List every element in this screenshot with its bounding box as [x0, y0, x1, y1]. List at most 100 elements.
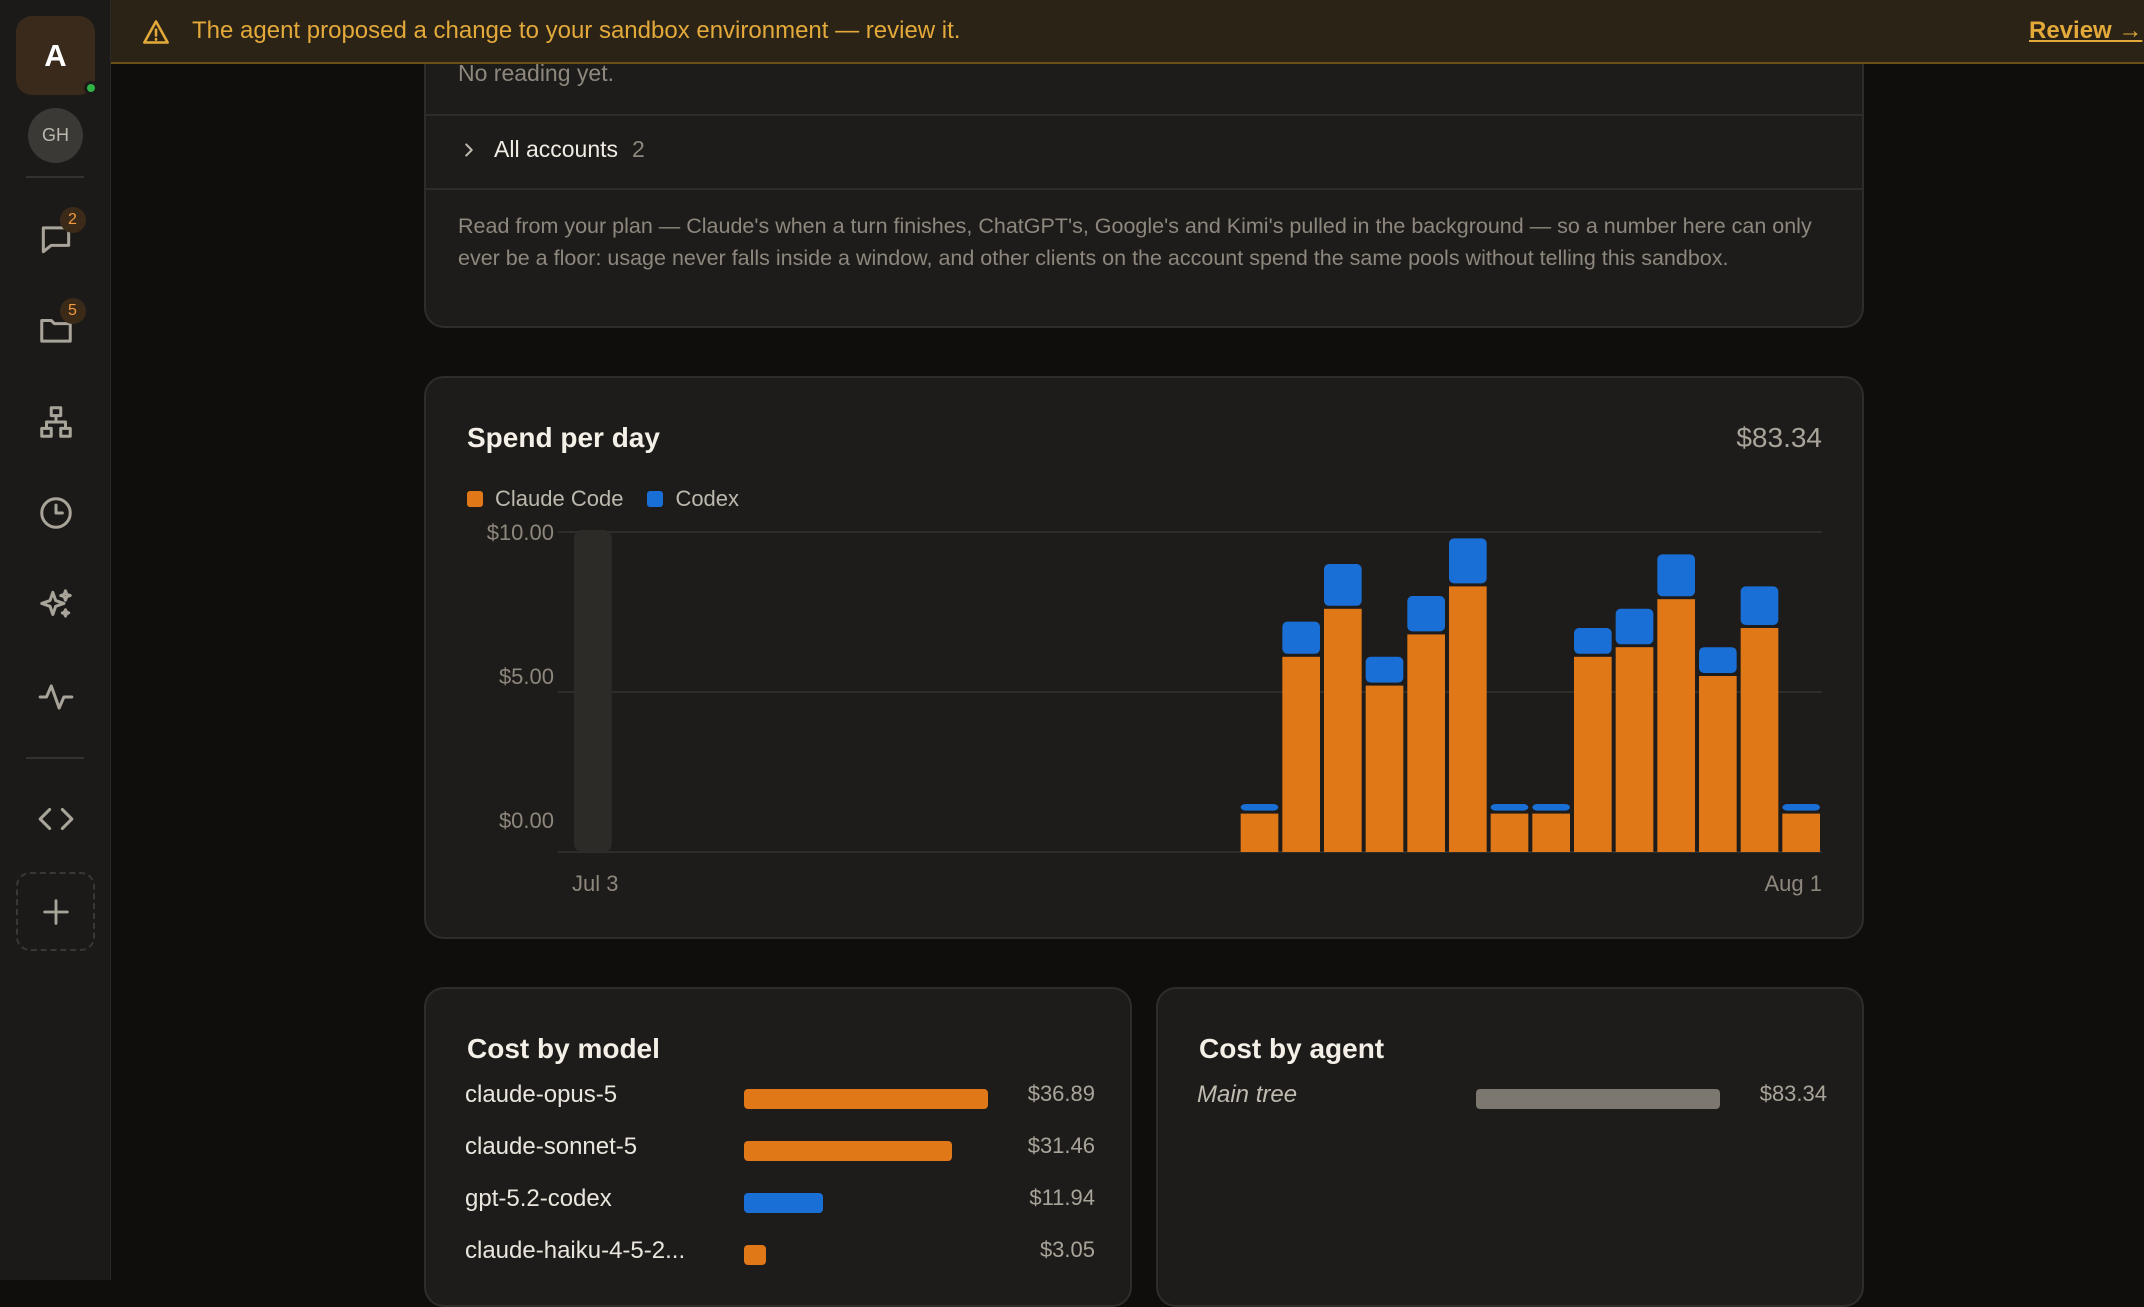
cost-row-name: gpt-5.2-codex	[465, 1185, 612, 1212]
cost-row-name: claude-haiku-4-5-2...	[465, 1237, 686, 1264]
history-nav-button[interactable]	[26, 483, 86, 543]
activity-icon	[38, 684, 73, 710]
usage-notice: Read from your plan — Claude's when a tu…	[458, 214, 1812, 270]
user-avatar[interactable]: GH	[28, 108, 83, 163]
bar-codex	[1449, 538, 1487, 584]
bar-codex	[1365, 656, 1404, 683]
bar-claude-code	[1365, 685, 1404, 852]
code-nav-button[interactable]	[26, 789, 86, 849]
workspace-avatar[interactable]: A	[16, 16, 98, 95]
spend-total: $83.34	[1736, 422, 1822, 453]
cost-by-agent-title: Cost by agent	[1199, 1033, 1385, 1064]
bar-claude-code	[1699, 676, 1737, 852]
legend-item-claude-code: Claude Code	[467, 486, 623, 512]
divider	[426, 114, 1862, 116]
cost-row: Main tree $83.34	[1197, 1081, 1827, 1117]
banner-message: The agent proposed a change to your sand…	[192, 17, 961, 44]
bar-claude-code	[1449, 586, 1487, 852]
bar-claude-code	[1532, 813, 1570, 852]
spend-chart: $10.00 $5.00 $0.00 Jul 3 Aug 1	[487, 520, 1823, 896]
no-reading-text: No reading yet.	[458, 60, 614, 86]
legend-label: Claude Code	[495, 486, 624, 511]
add-button[interactable]	[16, 872, 95, 951]
bar-claude-code	[1490, 813, 1529, 852]
divider	[426, 188, 1862, 190]
legend-swatch	[467, 491, 483, 507]
folder-badge: 5	[59, 298, 86, 324]
rail-divider	[26, 757, 84, 759]
bar-claude-code	[1324, 608, 1362, 852]
rail-divider	[26, 176, 84, 178]
all-accounts-label: All accounts	[494, 136, 619, 162]
bar-codex	[1740, 586, 1779, 625]
legend-item-codex: Codex	[647, 486, 739, 512]
x-label-end: Aug 1	[1765, 871, 1823, 896]
skills-nav-button[interactable]	[26, 575, 86, 635]
x-label-start: Jul 3	[572, 871, 618, 896]
usage-card: No reading yet. All accounts 2 Read from…	[424, 30, 1864, 328]
cost-row-value: $31.46	[1027, 1133, 1095, 1158]
cost-bar-track	[744, 1245, 988, 1265]
sandbox-change-banner: The agent proposed a change to your sand…	[111, 0, 2144, 64]
bar-codex	[1574, 628, 1612, 654]
code-icon	[38, 807, 73, 831]
cost-row-name: Main tree	[1197, 1081, 1298, 1108]
hover-column	[574, 530, 612, 852]
plus-icon	[42, 898, 69, 925]
cost-row-value: $83.34	[1759, 1081, 1827, 1106]
y-tick-label: $5.00	[499, 664, 554, 689]
bar-codex	[1782, 804, 1820, 811]
cost-by-model-title: Cost by model	[467, 1033, 660, 1064]
cost-bar-track	[744, 1193, 988, 1213]
all-accounts-count: 2	[632, 136, 645, 162]
hierarchy-icon	[39, 406, 72, 438]
y-tick-label: $10.00	[487, 520, 554, 545]
cost-bar	[744, 1245, 766, 1265]
clock-icon	[39, 497, 72, 529]
cost-bar-track	[744, 1141, 988, 1161]
cost-row-value: $36.89	[1027, 1081, 1095, 1106]
bar-codex	[1407, 596, 1445, 632]
cost-row: claude-haiku-4-5-2... $3.05	[465, 1237, 1095, 1273]
all-accounts-toggle[interactable]: All accounts 2	[458, 136, 645, 163]
bar-claude-code	[1407, 634, 1445, 852]
chat-badge: 2	[59, 207, 86, 233]
bar-codex	[1490, 804, 1529, 811]
online-status-dot	[84, 81, 98, 95]
bar-claude-code	[1615, 647, 1654, 852]
cost-row: claude-opus-5 $36.89	[465, 1081, 1095, 1117]
cost-by-agent-card: Cost by agent Main tree $83.34	[1156, 987, 1864, 1307]
warning-icon	[142, 18, 170, 46]
chart-legend: Claude Code Codex	[467, 486, 763, 512]
bar-claude-code	[1574, 656, 1612, 852]
bar-codex	[1282, 621, 1320, 654]
chat-nav-button[interactable]: 2	[26, 207, 86, 269]
cost-row-name: claude-opus-5	[465, 1081, 618, 1108]
cost-bar	[744, 1193, 823, 1213]
spend-per-day-card: Spend per day $83.34 Claude Code Codex $…	[424, 376, 1864, 939]
cost-bar	[744, 1141, 953, 1161]
sparkles-icon	[39, 589, 72, 618]
cost-row-value: $11.94	[1029, 1185, 1095, 1210]
cost-row-name: claude-sonnet-5	[465, 1133, 638, 1160]
bar-codex	[1240, 804, 1279, 811]
cost-bar-track	[744, 1089, 988, 1109]
cost-row: gpt-5.2-codex $11.94	[465, 1185, 1095, 1221]
bar-claude-code	[1657, 599, 1695, 852]
cost-bar-track	[1476, 1089, 1720, 1109]
bar-claude-code	[1240, 813, 1279, 852]
spend-title: Spend per day	[467, 422, 660, 453]
activity-nav-button[interactable]	[26, 667, 86, 727]
folder-nav-button[interactable]: 5	[26, 298, 86, 360]
workspace-initial: A	[44, 37, 67, 73]
bar-codex	[1615, 608, 1654, 645]
bar-claude-code	[1282, 656, 1320, 852]
review-link[interactable]: Review →	[2029, 17, 2143, 44]
y-tick-label: $0.00	[499, 808, 554, 833]
hierarchy-nav-button[interactable]	[26, 392, 86, 452]
bar-claude-code	[1740, 628, 1779, 852]
cost-bar	[1476, 1089, 1720, 1109]
cost-by-model-card: Cost by model claude-opus-5 $36.89 claude-…	[424, 987, 1132, 1307]
bar-codex	[1532, 804, 1570, 811]
cost-row: claude-sonnet-5 $31.46	[465, 1133, 1095, 1169]
